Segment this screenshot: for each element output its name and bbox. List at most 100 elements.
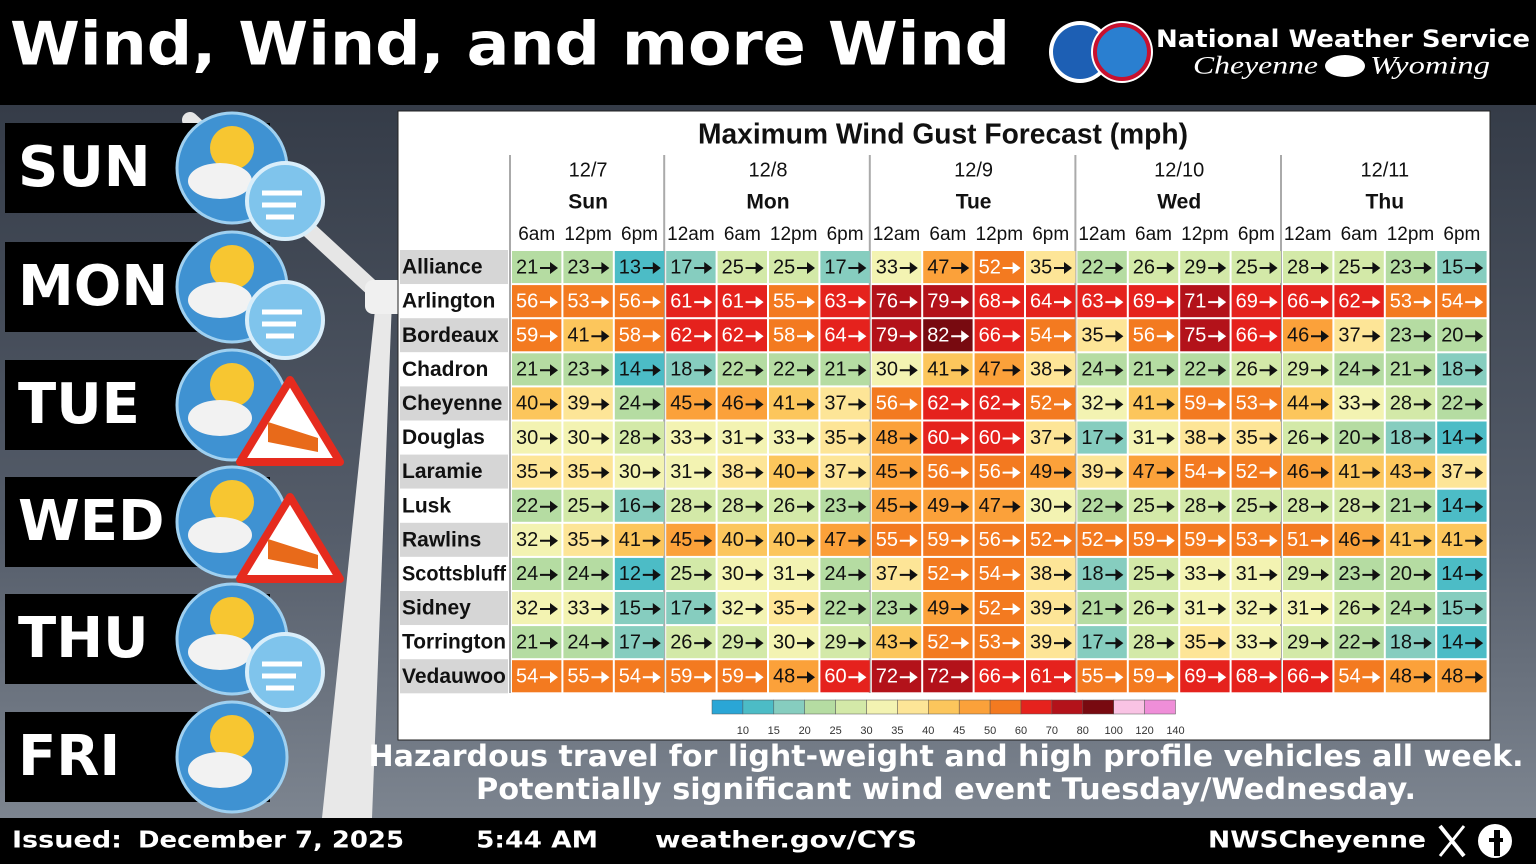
wind-arrow <box>848 330 867 343</box>
wind-arrow <box>1413 398 1432 411</box>
gust-value: 53 <box>567 290 589 312</box>
icon-sun <box>210 597 254 641</box>
wind-arrow <box>1311 398 1329 411</box>
gust-value: 45 <box>670 393 692 415</box>
day-label: TUE <box>18 372 140 437</box>
colorbar-segment <box>928 699 960 715</box>
wind-arrow <box>1208 364 1227 377</box>
gust-value: 33 <box>1184 563 1206 585</box>
gust-value: 59 <box>1133 529 1155 551</box>
day-label: FRI <box>18 724 120 789</box>
wind-arrow <box>848 603 867 615</box>
wind-arrow <box>1002 500 1021 513</box>
wind-arrow <box>1362 432 1381 445</box>
gust-value: 48 <box>1441 666 1463 688</box>
wind-arrow <box>1054 500 1072 513</box>
gust-value: 33 <box>670 427 692 449</box>
icon-sun <box>210 126 254 170</box>
gust-value: 14 <box>1441 631 1463 653</box>
gust-value: 18 <box>1081 563 1103 585</box>
gust-value: 63 <box>1081 290 1103 312</box>
wind-arrow <box>694 603 713 615</box>
gust-value: 17 <box>824 256 846 278</box>
gust-value: 49 <box>1030 461 1052 483</box>
header-bar <box>0 0 1536 105</box>
wind-arrow <box>899 603 918 615</box>
wind-arrow <box>848 568 867 581</box>
gust-value: 79 <box>927 290 949 312</box>
wind-arrow <box>1362 671 1381 684</box>
gust-value: 63 <box>824 290 846 312</box>
gust-value: 69 <box>1184 666 1206 688</box>
wind-arrow <box>951 671 970 684</box>
gust-value: 41 <box>1133 393 1155 415</box>
wind-arrow <box>745 432 764 445</box>
gust-value: 26 <box>773 495 795 517</box>
wind-arrow <box>797 466 815 479</box>
wind-arrow <box>1311 262 1329 274</box>
gust-value: 33 <box>1236 631 1258 653</box>
wind-arrow <box>642 500 661 513</box>
wind-arrow <box>642 398 661 411</box>
gust-value: 66 <box>1287 290 1309 312</box>
gust-value: 61 <box>722 290 744 312</box>
gust-value: 49 <box>927 597 949 619</box>
wind-arrow <box>694 330 713 343</box>
wind-arrow <box>797 637 815 650</box>
gust-value: 29 <box>1287 359 1309 381</box>
wind-arrow <box>745 534 764 547</box>
colorbar-tick-label: 30 <box>860 725 872 737</box>
wind-arrow <box>951 398 970 411</box>
agency-logos <box>1049 21 1153 83</box>
colorbar-segment <box>958 699 991 715</box>
wind-arrow <box>848 398 867 411</box>
gust-value: 56 <box>876 393 898 415</box>
row-label-bg <box>400 318 508 353</box>
wind-arrow <box>1259 500 1278 513</box>
wind-arrow <box>1413 568 1432 581</box>
day-label: SUN <box>18 135 151 200</box>
colorbar-tick-label: 140 <box>1166 725 1184 737</box>
gust-value: 61 <box>670 290 692 312</box>
wind-arrow <box>642 296 661 309</box>
gust-value: 69 <box>1133 290 1155 312</box>
gust-value: 69 <box>1236 290 1258 312</box>
gust-value: 56 <box>619 290 641 312</box>
gust-value: 45 <box>876 461 898 483</box>
gust-value: 52 <box>927 631 949 653</box>
wind-arrow <box>540 534 558 547</box>
wind-arrow <box>1054 466 1072 479</box>
wind-arrow <box>1208 330 1227 343</box>
gust-value: 21 <box>516 359 538 381</box>
icon-windsock <box>268 422 318 452</box>
colorbar-tick-label: 25 <box>829 725 841 737</box>
row-label-bg <box>400 420 508 455</box>
wind-arrow <box>1156 534 1175 547</box>
wind-arrow <box>1413 500 1432 513</box>
gust-value: 14 <box>1441 427 1463 449</box>
wind-arrow <box>1105 432 1124 445</box>
gust-value: 30 <box>516 427 538 449</box>
gust-value: 25 <box>722 256 744 278</box>
row-label: Douglas <box>402 426 485 449</box>
row-label-bg <box>400 352 508 387</box>
icon-cloud <box>188 752 252 788</box>
wind-arrow <box>591 364 610 377</box>
wind-arrow <box>540 398 558 411</box>
gust-value: 35 <box>824 427 846 449</box>
wind-arrow <box>1156 330 1175 343</box>
gust-value: 43 <box>876 631 898 653</box>
gust-value: 22 <box>824 597 846 619</box>
wind-arrow <box>1465 671 1484 684</box>
gust-value: 59 <box>722 666 744 688</box>
gust-value: 21 <box>516 256 538 278</box>
gust-value: 33 <box>773 427 795 449</box>
date-label: 12/9 <box>954 159 993 181</box>
wind-arrow <box>1413 637 1432 650</box>
wind-arrow <box>694 671 713 684</box>
wind-arrow <box>591 534 610 547</box>
wind-arrow <box>1105 637 1124 650</box>
gust-value: 38 <box>1184 427 1206 449</box>
time-label: 12pm <box>976 224 1024 245</box>
wind-arrow <box>745 637 764 650</box>
